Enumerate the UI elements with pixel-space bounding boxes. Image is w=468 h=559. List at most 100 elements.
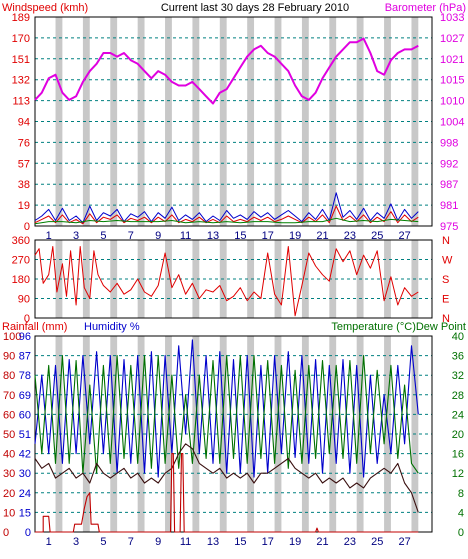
temperature-axis-title: Temperature (°C)Dew Point [331, 321, 466, 333]
chart-title: Current last 30 days 28 February 2010 [161, 2, 349, 14]
rain-tick-label: 50 [3, 429, 15, 441]
x-tick-label: 21 [316, 230, 328, 242]
x-tick-label: 17 [262, 230, 274, 242]
temperature-tick-label: 12 [452, 468, 464, 480]
pressure-tick-label: 998 [440, 137, 458, 149]
series-humidity [34, 339, 419, 478]
direction-tick-label: 90 [18, 294, 30, 306]
rain-tick-label: 0 [3, 527, 9, 539]
day-band [82, 240, 90, 318]
rain-tick-label: 80 [3, 370, 15, 382]
x-tick-label: 19 [289, 230, 301, 242]
pressure-tick-label: 1010 [440, 96, 464, 108]
x-tick-label: 5 [100, 536, 106, 548]
temperature-tick-label: 0 [458, 527, 464, 539]
humidity-tick-label: 42 [19, 449, 31, 461]
x-tick-label: 19 [289, 536, 301, 548]
rain-tick-label: 30 [3, 468, 15, 480]
x-tick-label: 21 [316, 536, 328, 548]
plot-frame [34, 16, 433, 227]
rainfall-axis-title: Rainfall (mm) [2, 321, 67, 333]
x-tick-label: 25 [371, 536, 383, 548]
x-tick-label: 7 [128, 230, 134, 242]
pressure-tick-label: 1033 [440, 12, 464, 24]
pressure-tick-label: 981 [440, 200, 458, 212]
x-tick-label: 5 [100, 230, 106, 242]
temperature-tick-label: 32 [452, 370, 464, 382]
x-tick-label: 11 [180, 536, 191, 548]
compass-tick-label: N [442, 235, 450, 247]
humidity-tick-label: 78 [19, 370, 31, 382]
wind-tick-label: 113 [12, 96, 30, 108]
x-tick-label: 27 [398, 536, 410, 548]
compass-tick-label: N [442, 313, 450, 325]
day-band [192, 240, 200, 318]
day-band [82, 17, 90, 226]
x-tick-label: 1 [46, 536, 52, 548]
day-band [329, 240, 337, 318]
x-tick-label: 11 [180, 230, 191, 242]
x-tick-label: 1 [46, 230, 52, 242]
windspeed-axis-title: Windspeed (kmh) [2, 2, 88, 14]
day-band [192, 336, 200, 532]
rain-tick-label: 70 [3, 390, 15, 402]
direction-tick-label: 270 [12, 255, 30, 267]
wind-pressure-panel: 0193857769411313215117018997598198799299… [12, 12, 465, 242]
pressure-tick-label: 1004 [440, 117, 464, 129]
compass-tick-label: W [442, 255, 453, 267]
day-band [247, 240, 255, 318]
humidity-tick-label: 15 [19, 507, 31, 519]
wind-tick-label: 170 [12, 33, 30, 45]
temperature-tick-label: 28 [452, 390, 464, 402]
direction-tick-label: 0 [24, 313, 30, 325]
wind-tick-label: 0 [24, 221, 30, 233]
wind-tick-label: 38 [18, 179, 30, 191]
compass-tick-label: E [442, 294, 449, 306]
wind-tick-label: 94 [18, 117, 30, 129]
pressure-tick-label: 975 [440, 221, 458, 233]
pressure-tick-label: 1021 [440, 54, 464, 66]
humidity-tick-label: 60 [19, 409, 31, 421]
temperature-tick-label: 24 [452, 409, 464, 421]
x-tick-label: 27 [398, 230, 410, 242]
humidity-tick-label: 51 [19, 429, 31, 441]
series-barometer [34, 37, 419, 105]
x-tick-label: 13 [207, 230, 219, 242]
x-tick-label: 15 [234, 536, 246, 548]
wind-tick-label: 132 [12, 75, 30, 87]
series-wind-direction [34, 246, 419, 317]
series-temperature [34, 355, 419, 474]
day-band [137, 17, 145, 226]
humidity-tick-label: 96 [19, 331, 31, 343]
day-band [192, 17, 200, 226]
series-rainfall [35, 453, 419, 533]
day-band [247, 17, 255, 226]
pressure-tick-label: 992 [440, 158, 458, 170]
day-band [55, 336, 63, 532]
humidity-tick-label: 24 [19, 488, 31, 500]
compass-tick-label: S [442, 274, 449, 286]
x-tick-label: 9 [155, 536, 161, 548]
rain-humidity-temp-panel: 0102030405060708090100015243042516069788… [3, 331, 464, 548]
temperature-tick-label: 36 [452, 351, 464, 363]
humidity-tick-label: 87 [19, 351, 31, 363]
rain-tick-label: 40 [3, 449, 15, 461]
day-band [329, 17, 337, 226]
day-band [247, 336, 255, 532]
rain-tick-label: 90 [3, 351, 15, 363]
x-tick-label: 9 [155, 230, 161, 242]
plot-frame [34, 239, 433, 319]
humidity-tick-label: 69 [19, 390, 31, 402]
barometer-axis-title: Barometer (hPa) [385, 2, 466, 14]
rain-tick-label: 20 [3, 488, 15, 500]
day-band [384, 336, 391, 532]
day-band [55, 17, 63, 226]
x-tick-label: 25 [371, 230, 383, 242]
wind-tick-label: 57 [18, 158, 30, 170]
wind-tick-label: 19 [18, 200, 30, 212]
direction-tick-label: 180 [12, 274, 30, 286]
day-band [384, 17, 391, 226]
wind-tick-label: 76 [18, 137, 30, 149]
